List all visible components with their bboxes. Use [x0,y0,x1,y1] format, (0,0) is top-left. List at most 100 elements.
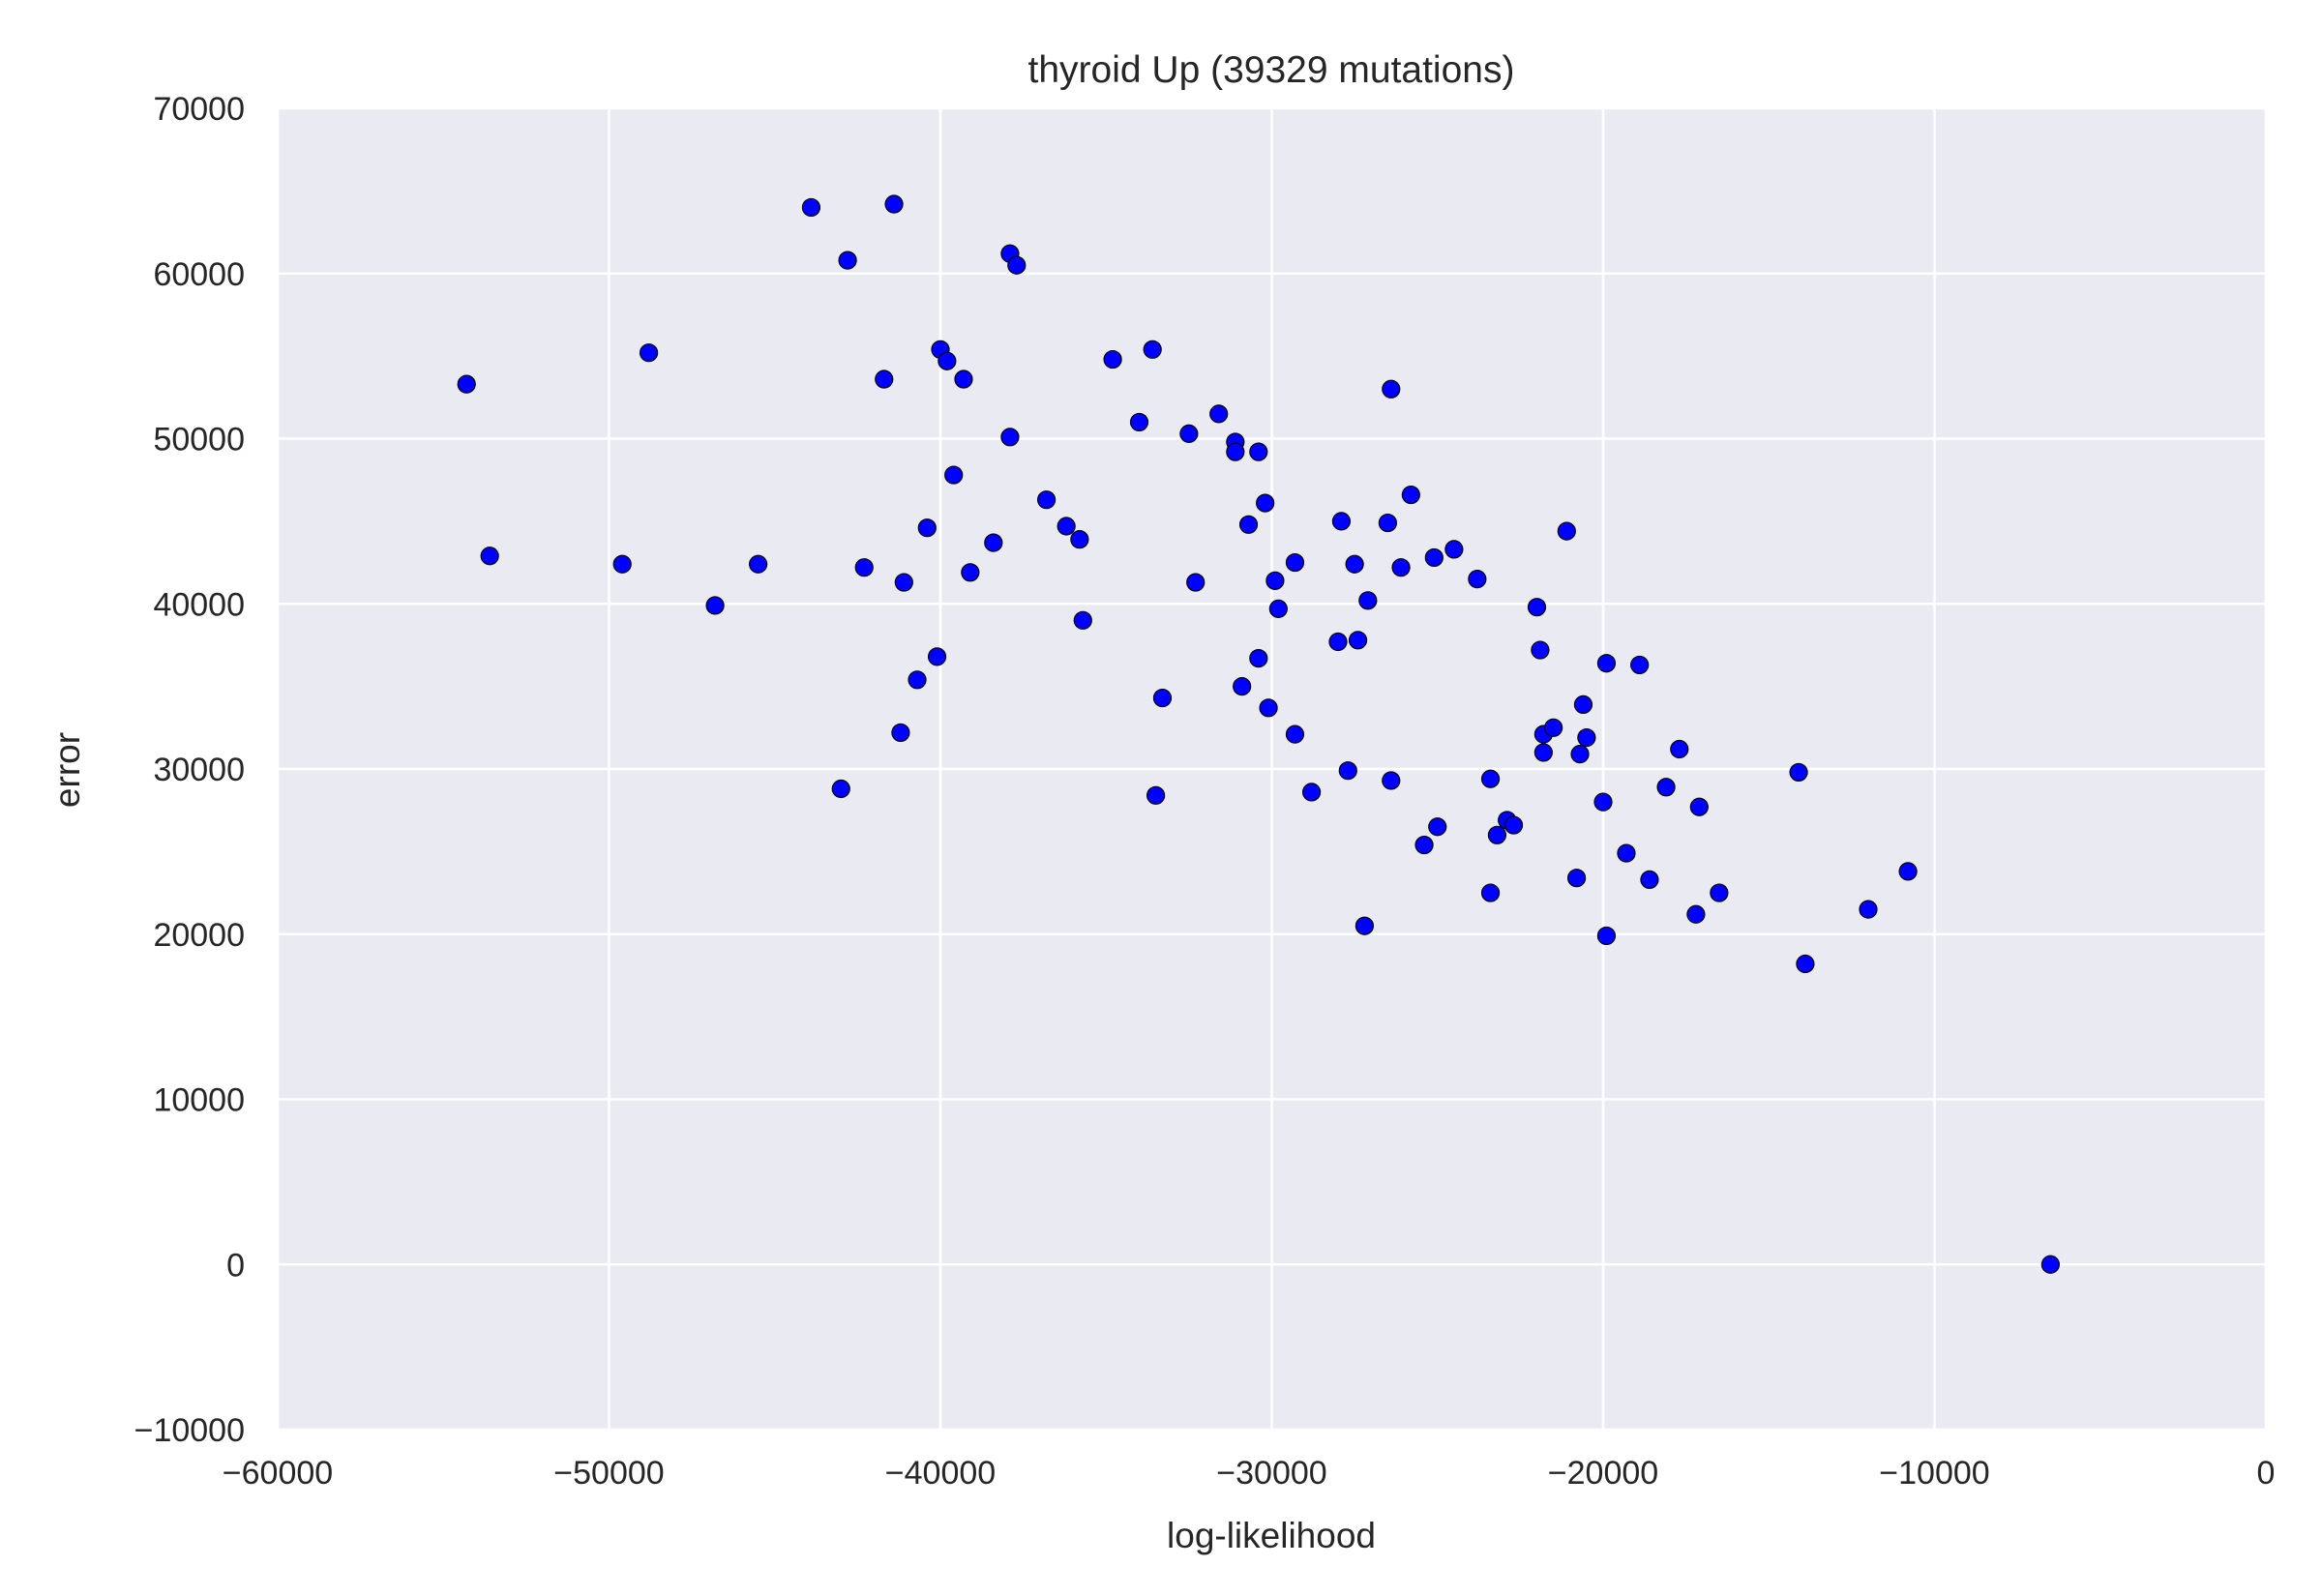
scatter-point [1179,424,1199,443]
scatter-point [1391,558,1411,577]
scatter-point [875,369,894,389]
y-tick-label: 40000 [153,586,245,623]
scatter-point [1226,442,1245,461]
scatter-point [705,596,725,615]
scatter-point [1573,695,1593,715]
scatter-point [1789,762,1808,783]
scatter-point [1533,743,1553,762]
x-axis-ticks: −60000 −50000 −40000 −30000 −20000 −10000 0 [223,1455,2276,1492]
scatter-point [1428,817,1447,837]
scatter-point [1796,954,1815,974]
y-tick-label: 70000 [153,91,245,128]
scatter-point [831,779,850,799]
scatter-point [1348,631,1368,650]
scatter-point [1259,698,1278,718]
scatter-point [1256,493,1275,513]
scatter-point [1480,769,1501,788]
scatter-point [749,554,768,574]
y-axis-ticks: −10000 0 10000 20000 30000 40000 50000 60000 700… [134,91,245,1449]
scatter-point [1328,632,1348,652]
scatter-point [1689,797,1709,816]
scatter-point [1358,591,1378,610]
scatter-point [1557,521,1576,541]
scatter-point [457,374,476,394]
y-tick-label: 60000 [153,256,245,293]
y-tick-label: 20000 [153,917,245,954]
scatter-point [891,723,910,743]
scatter-point [1382,379,1401,399]
x-tick-label: −20000 [1548,1455,1658,1492]
grid-lines [276,106,2268,1432]
scatter-point [1152,688,1173,708]
y-tick-label: −10000 [134,1412,245,1449]
x-tick-label: −40000 [885,1455,996,1492]
x-tick-label: −30000 [1216,1455,1326,1492]
scatter-point [838,251,857,270]
y-tick-label: 10000 [153,1082,245,1119]
scatter-point [639,343,659,363]
scatter-point [1640,870,1659,890]
scatter-point [1285,724,1305,744]
scatter-point [1710,883,1729,902]
scatter-point [801,197,821,218]
scatter-point [1596,654,1617,673]
scatter-point [1414,835,1434,855]
x-tick-label: 0 [2257,1455,2276,1492]
scatter-point [1566,869,1587,888]
scatter-point [1480,883,1501,902]
scatter-point [1468,570,1487,589]
scatter-point [1186,573,1206,592]
scatter-point [1382,771,1401,790]
scatter-point [1268,599,1288,618]
y-tick-label: 30000 [153,752,245,788]
scatter-point [1577,727,1596,748]
scatter-point [2040,1255,2060,1274]
scatter-point [1238,515,1259,534]
scatter-point [917,518,937,538]
scatter-point [1265,571,1285,590]
x-axis-label: log-likelihood [1167,1516,1376,1555]
scatter-point [938,351,957,370]
scatter-point [984,533,1003,552]
scatter-point [954,369,973,389]
scatter-point [1686,904,1706,924]
y-tick-label: 0 [226,1247,245,1284]
scatter-point [1593,792,1613,812]
scatter-point [1233,677,1252,696]
scatter-point [1007,255,1027,275]
scatter-point [1338,761,1357,781]
scatter-point [1301,783,1322,802]
y-axis-label: error [47,732,87,808]
scatter-point [1670,739,1689,759]
scatter-point [1444,540,1464,559]
scatter-point [1057,517,1076,536]
scatter-point [1617,843,1636,863]
scatter-point [1859,900,1878,919]
scatter-point [1073,610,1092,630]
scatter-point [1354,916,1375,935]
scatter-point [1345,554,1364,574]
scatter-point [944,465,964,485]
scatter-point [927,647,947,666]
scatter-point [1503,815,1524,835]
scatter-point [1249,442,1268,461]
scatter-point [1544,718,1563,737]
scatter-point [854,558,874,577]
scatter-point [612,554,632,574]
scatter-point [1527,598,1547,617]
scatter-point [1129,412,1149,432]
scatter-point [1656,778,1676,797]
scatter-point [961,563,980,582]
scatter-point [1630,655,1650,675]
x-tick-label: −60000 [223,1455,333,1492]
x-tick-label: −10000 [1879,1455,1989,1492]
y-tick-label: 50000 [153,422,245,458]
scatter-point [908,670,927,690]
scatter-point [1898,862,1918,881]
scatter-point [1285,552,1305,573]
scatter-point [1103,349,1122,369]
scatter-point [1487,825,1507,844]
scatter-point [1249,648,1268,668]
scatter-point [1143,340,1162,359]
scatter-point [884,194,904,214]
